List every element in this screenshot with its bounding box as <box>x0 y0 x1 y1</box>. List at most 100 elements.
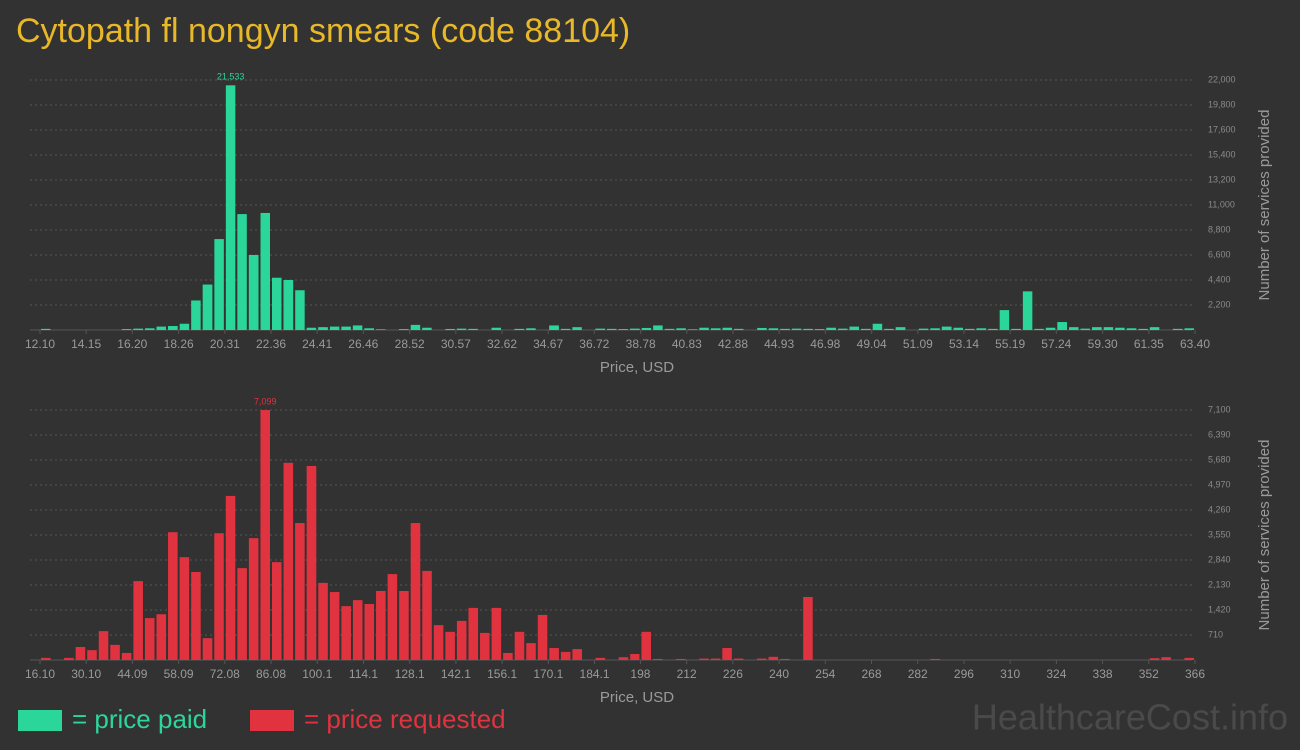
bar <box>918 328 929 330</box>
bar <box>630 654 640 660</box>
bar <box>144 618 155 660</box>
bar <box>387 574 398 660</box>
x-tick-label: 254 <box>815 667 835 681</box>
x-tick-label: 12.10 <box>25 337 55 351</box>
bar <box>803 596 813 660</box>
bar <box>329 326 340 330</box>
bar <box>549 325 559 330</box>
bar <box>941 326 952 330</box>
x-tick-label: 100.1 <box>302 667 332 681</box>
bar <box>1184 657 1194 660</box>
x-tick-label: 30.10 <box>71 667 101 681</box>
bar <box>168 532 178 660</box>
x-tick-label: 44.09 <box>117 667 147 681</box>
y-tick-label: 22,000 <box>1208 74 1236 84</box>
x-tick-label: 20.31 <box>210 337 240 351</box>
x-tick-label: 51.09 <box>903 337 933 351</box>
bar <box>699 327 709 330</box>
bar <box>768 656 779 660</box>
bar <box>225 85 236 330</box>
bar <box>214 533 224 660</box>
bar <box>838 328 848 330</box>
bar <box>318 327 328 330</box>
bar <box>595 328 606 330</box>
x-tick-label: 156.1 <box>487 667 517 681</box>
bar <box>364 604 375 660</box>
bar <box>1022 291 1033 330</box>
x-tick-label: 324 <box>1046 667 1066 681</box>
bar <box>930 658 940 660</box>
bar <box>803 328 813 330</box>
bar <box>352 600 363 660</box>
x-tick-label: 22.36 <box>256 337 286 351</box>
bar <box>687 329 698 330</box>
bar <box>422 570 432 660</box>
bar <box>768 328 779 330</box>
bar <box>641 327 652 330</box>
bar <box>191 571 201 660</box>
bar <box>756 658 767 660</box>
x-tick-label: 18.26 <box>164 337 194 351</box>
bar <box>641 631 651 660</box>
bar <box>710 328 721 330</box>
bar <box>1172 328 1183 330</box>
x-tick-label: 16.10 <box>25 667 55 681</box>
bar <box>41 657 51 660</box>
x-tick-label: 57.24 <box>1041 337 1071 351</box>
bar <box>814 329 825 330</box>
bar <box>549 648 559 660</box>
bar <box>41 328 51 330</box>
x-tick-label: 36.72 <box>579 337 609 351</box>
bar <box>145 328 155 330</box>
bar <box>214 239 224 330</box>
bar <box>1011 328 1021 330</box>
y-tick-label: 2,840 <box>1208 554 1231 564</box>
bar <box>260 212 270 330</box>
value-label: 7,099 <box>254 396 277 406</box>
bar <box>1069 327 1079 330</box>
bar <box>1115 327 1125 330</box>
x-tick-label: 26.46 <box>348 337 378 351</box>
bar <box>503 652 513 660</box>
bar <box>306 465 317 660</box>
bar <box>826 327 837 330</box>
x-tick-label: 310 <box>1000 667 1020 681</box>
bar <box>733 658 744 660</box>
x-tick-label: 226 <box>723 667 743 681</box>
bar <box>433 625 444 660</box>
bar <box>202 284 213 330</box>
bar <box>514 631 525 660</box>
bar <box>1149 658 1160 660</box>
y-tick-label: 13,200 <box>1208 174 1236 184</box>
bar <box>722 327 732 330</box>
bar <box>1103 327 1114 330</box>
x-tick-label: 212 <box>677 667 697 681</box>
bar <box>1126 328 1137 330</box>
bar <box>722 648 732 660</box>
bar <box>1057 322 1068 330</box>
x-tick-label: 40.83 <box>672 337 702 351</box>
x-axis-title: Price, USD <box>600 359 674 376</box>
bar <box>410 523 421 660</box>
bar <box>376 590 386 660</box>
bar <box>1045 327 1056 330</box>
x-tick-label: 14.15 <box>71 337 101 351</box>
bar <box>780 328 790 330</box>
bar <box>456 328 467 330</box>
y-tick-label: 19,800 <box>1208 99 1236 109</box>
bar <box>849 326 859 330</box>
bar <box>699 658 709 660</box>
bar <box>283 462 294 660</box>
bar <box>710 658 721 660</box>
x-tick-label: 49.04 <box>857 337 887 351</box>
y-tick-label: 5,680 <box>1208 454 1231 464</box>
y-tick-label: 4,260 <box>1208 504 1231 514</box>
bar <box>133 328 144 330</box>
bar <box>364 328 375 330</box>
x-tick-label: 53.14 <box>949 337 979 351</box>
y-tick-label: 15,400 <box>1208 149 1236 159</box>
y-tick-label: 4,400 <box>1208 274 1231 284</box>
bar <box>318 582 328 660</box>
bar <box>872 323 883 330</box>
bar <box>757 327 767 330</box>
